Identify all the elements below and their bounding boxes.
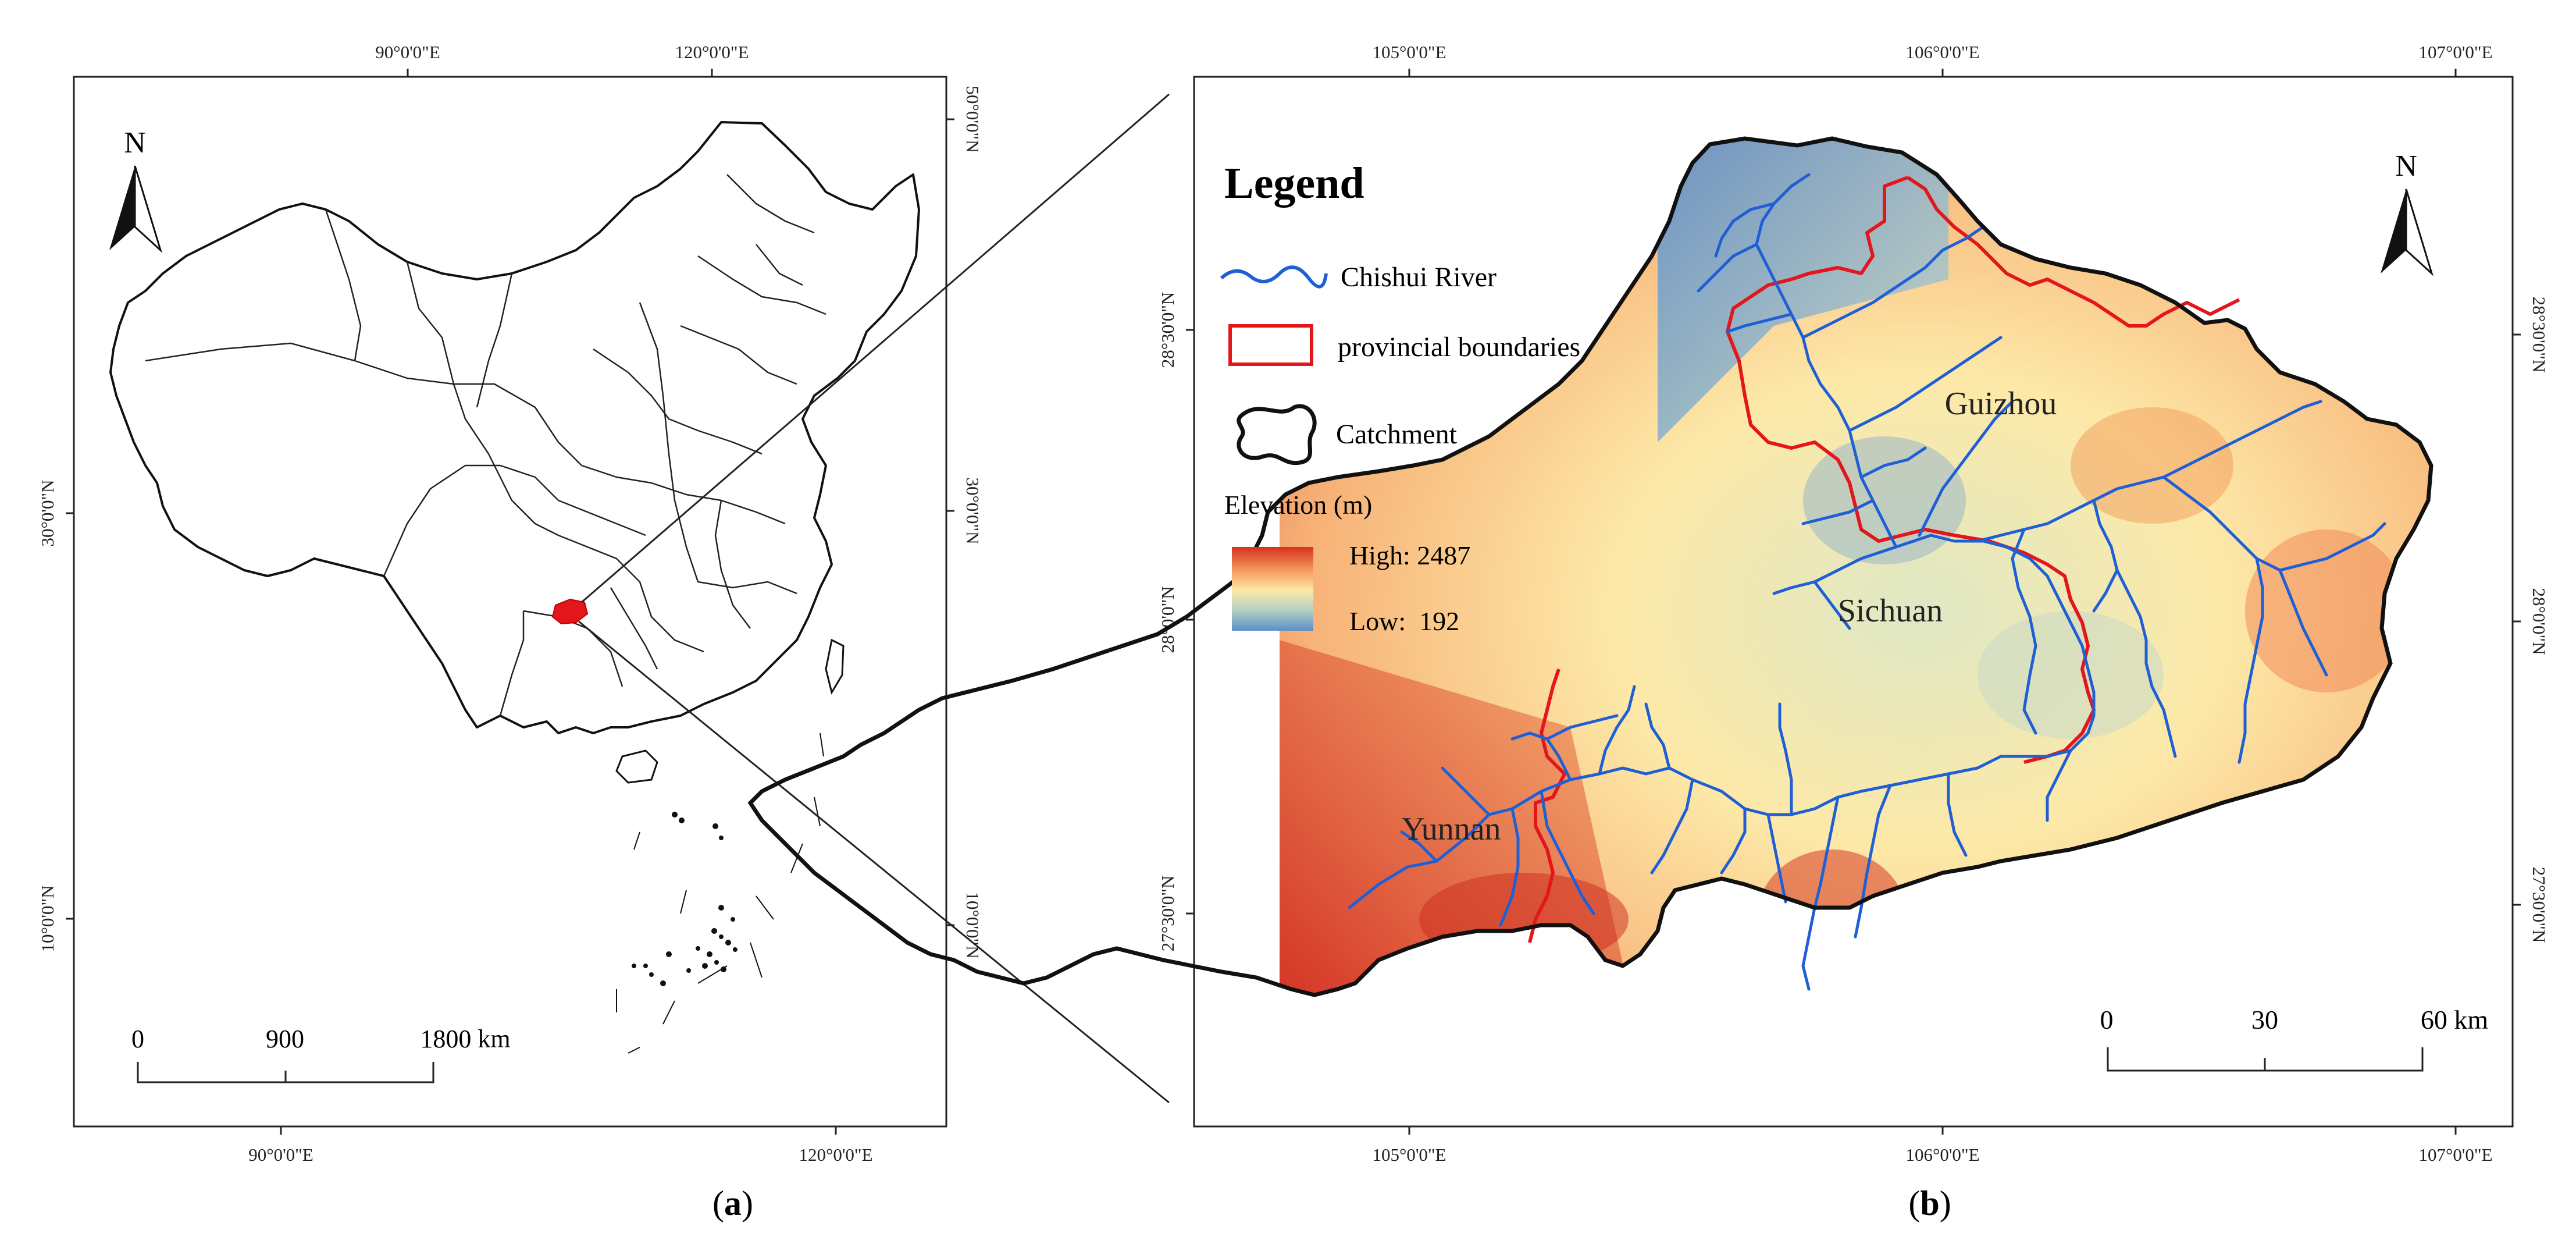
panel-b-scale-60: 60 km — [2421, 1005, 2489, 1035]
china-provinces — [145, 174, 826, 716]
panel-b-scale-bar: 0 30 60 km — [2100, 1005, 2489, 1072]
panel-a-top-tick-120: 120°0'0"E — [675, 42, 749, 62]
panel-a-top-tick-90: 90°0'0"E — [375, 42, 440, 62]
panel-b-caption: (b) — [1908, 1184, 1951, 1222]
legend-catchment-swatch — [1237, 404, 1317, 465]
legend-elevation-high: High: 2487 — [1349, 541, 1470, 570]
zoom-connector-lines — [578, 93, 1170, 1104]
legend-elevation-title: Elevation (m) — [1224, 490, 1372, 520]
panel-b-top-tick-106: 106°0'0"E — [1905, 42, 1979, 62]
panel-b-top-tick-107: 107°0'0"E — [2418, 42, 2492, 62]
study-area-highlight — [551, 598, 589, 625]
place-label-sichuan: Sichuan — [1838, 593, 1943, 629]
panel-b-right-tick-2730: 27°30'0"N — [2529, 867, 2549, 943]
place-label-guizhou: Guizhou — [1945, 386, 2057, 422]
panel-b-left-tick-2730: 27°30'0"N — [1157, 876, 1178, 952]
legend-elevation-ramp — [1232, 547, 1313, 631]
panel-b-left-tick-2830: 28°30'0"N — [1157, 292, 1178, 368]
panel-b-north-arrow-icon: N — [2381, 150, 2434, 276]
legend-catchment-label: Catchment — [1336, 419, 1458, 450]
panel-a-right-tick-30: 30°0'0"N — [963, 477, 983, 544]
panel-a-scale-bar: 0 900 1800 km — [131, 1025, 511, 1083]
panel-a-north-arrow-icon: N — [109, 126, 163, 253]
legend-river-label: Chishui River — [1341, 262, 1497, 293]
china-outline — [109, 121, 920, 734]
panel-b-bottom-tick-106: 106°0'0"E — [1905, 1145, 1979, 1165]
legend-title: Legend — [1224, 159, 1364, 208]
panel-a: 90°0'0"E 120°0'0"E 90°0'0"E 120°0'0"E 30… — [37, 42, 983, 1222]
panel-a-north-label: N — [124, 126, 146, 159]
chishui-river-network — [1348, 173, 2386, 991]
panel-a-right-tick-50: 50°0'0"N — [963, 86, 983, 152]
panel-a-left-tick-30: 30°0'0"N — [37, 479, 58, 546]
panel-b-left-tick-28: 28°0'0"N — [1157, 586, 1178, 653]
panel-a-caption: (a) — [712, 1184, 753, 1222]
panel-b-scale-0: 0 — [2100, 1005, 2114, 1035]
panel-b-graticule-ticks — [1186, 69, 2521, 1135]
panel-b-scale-30: 30 — [2251, 1005, 2278, 1035]
panel-b-right-tick-2830: 28°30'0"N — [2529, 297, 2549, 373]
panel-a-frame — [73, 76, 947, 1128]
panel-b-top-tick-105: 105°0'0"E — [1372, 42, 1446, 62]
panel-a-bottom-tick-90: 90°0'0"E — [248, 1145, 313, 1165]
panel-b-bottom-tick-107: 107°0'0"E — [2418, 1145, 2492, 1165]
panel-a-scale-900: 900 — [266, 1025, 304, 1053]
panel-b-right-tick-28: 28°0'0"N — [2529, 588, 2549, 655]
panel-a-left-tick-10: 10°0'0"N — [37, 885, 58, 952]
panel-a-scale-1800: 1800 km — [420, 1025, 510, 1053]
panel-b-north-label: N — [2395, 150, 2417, 183]
panel-b-bottom-tick-105: 105°0'0"E — [1372, 1145, 1446, 1165]
panel-a-bottom-tick-120: 120°0'0"E — [799, 1145, 872, 1165]
legend-boundary-swatch — [1228, 324, 1313, 366]
legend-river-swatch — [1220, 265, 1328, 289]
map-legend: Legend Chishui River provincial boundari… — [1220, 159, 1580, 636]
legend-elevation-low: Low: 192 — [1349, 606, 1459, 636]
taiwan-island — [825, 638, 845, 695]
south-sea-islands — [616, 733, 824, 1054]
legend-boundary-label: provincial boundaries — [1338, 332, 1580, 362]
panel-a-scale-0: 0 — [131, 1025, 144, 1053]
panel-b: 105°0'0"E 106°0'0"E 107°0'0"E 105°0'0"E … — [750, 42, 2549, 1222]
place-label-yunnan: Yunnan — [1401, 811, 1501, 847]
hainan-island — [615, 749, 658, 784]
